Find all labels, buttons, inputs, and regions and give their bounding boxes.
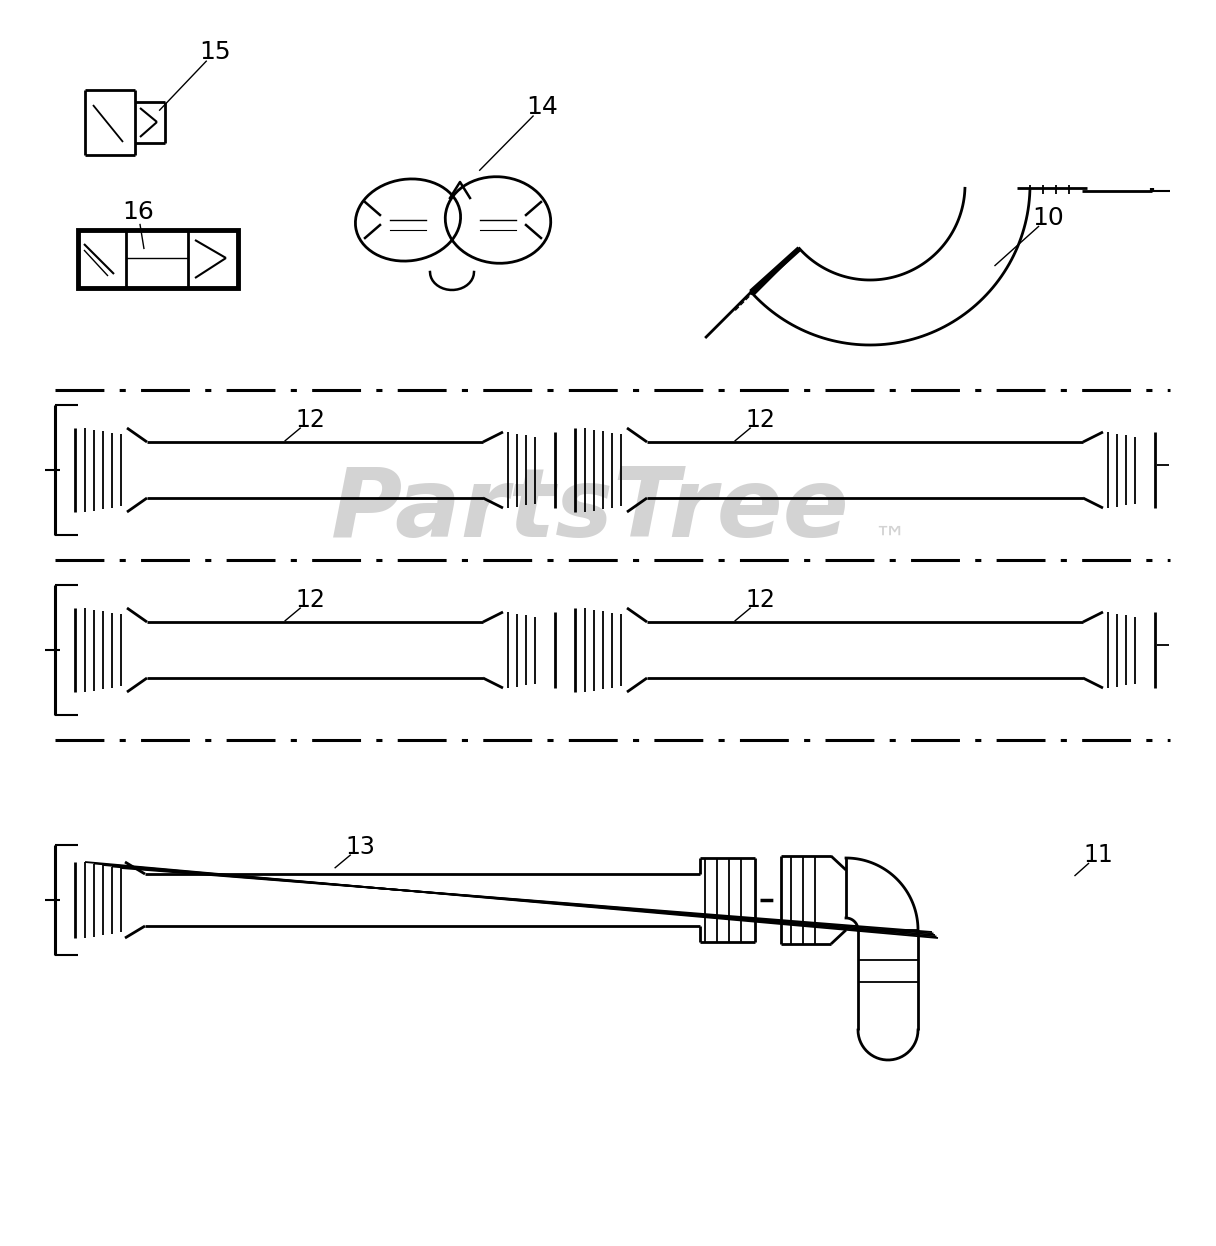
Text: 12: 12 xyxy=(745,588,775,612)
Text: 12: 12 xyxy=(295,407,325,432)
Text: 14: 14 xyxy=(527,95,558,120)
Text: 12: 12 xyxy=(745,407,775,432)
Text: 10: 10 xyxy=(1032,206,1064,231)
Bar xyxy=(78,231,238,288)
Text: 11: 11 xyxy=(1083,844,1113,867)
Text: 15: 15 xyxy=(199,40,231,64)
Text: 12: 12 xyxy=(295,588,325,612)
Text: PartsTree: PartsTree xyxy=(331,464,849,557)
Text: 13: 13 xyxy=(345,835,375,858)
Text: 16: 16 xyxy=(122,201,154,224)
Text: ™: ™ xyxy=(873,523,907,557)
